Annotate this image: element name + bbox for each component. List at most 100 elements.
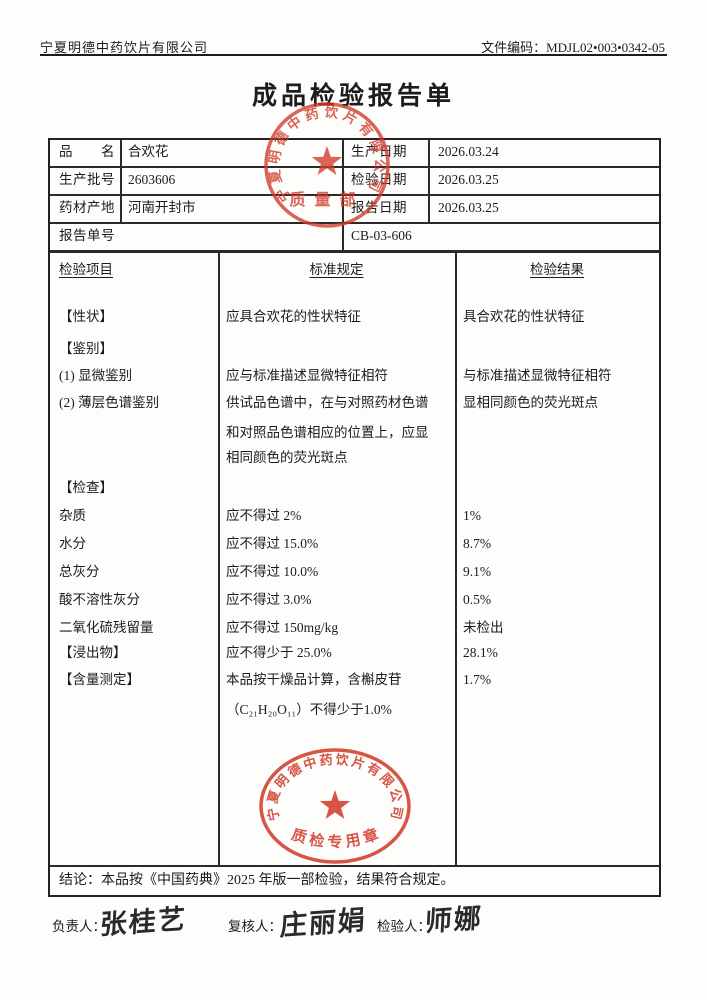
main-table-line: 【鉴别】: [50, 339, 659, 359]
responsible-label: 负责人：: [52, 919, 106, 934]
main-table-cell-c3: 1%: [463, 508, 481, 523]
conclusion-text: 结论：本品按《中国药典》2025 年版一部检验，结果符合规定。: [59, 873, 455, 888]
main-table-line: （C₂₁H₂₀O₁₁）不得少于1.0%: [50, 700, 659, 720]
main-table-cell-c3: [463, 448, 655, 468]
main-table-cell-c3: 0.5%: [463, 592, 492, 607]
main-table-line: 杂质 应不得过 2% 1%: [50, 506, 659, 526]
main-table-line: 【含量测定】 本品按干燥品计算，含槲皮苷 1.7%: [50, 670, 659, 690]
main-table-cell-c3: [463, 423, 655, 443]
main-table-line: 【浸出物】 应不得少于 25.0% 28.1%: [50, 643, 659, 663]
page-title: 成品检验报告单: [251, 83, 455, 110]
field-value-origin: 河南开封市: [128, 200, 196, 215]
main-table-cell-c3: 8.7%: [463, 536, 492, 551]
main-table-cell-c1: 杂质: [59, 508, 86, 523]
col-header-item: 检验项目: [59, 262, 113, 277]
main-table-cell-c3: 28.1%: [463, 645, 498, 660]
row-divider: [50, 222, 659, 224]
main-table-cell-c1: [59, 423, 214, 443]
main-table-cell-c2: [226, 478, 452, 498]
main-table-cell-c2: [226, 339, 452, 359]
main-table-cell-c1: 【鉴别】: [59, 341, 113, 356]
main-table-cell-c2: 应不得过 10.0%: [226, 564, 319, 579]
responsible-signature: 张桂艺: [99, 903, 188, 941]
main-table-cell-c3: [463, 339, 655, 359]
conclusion-divider: [50, 865, 659, 867]
main-table-cell-c2: 应不得过 15.0%: [226, 536, 319, 551]
main-table-cell-c2: 本品按干燥品计算，含槲皮苷: [226, 672, 402, 687]
main-table-cell-c1: [59, 700, 214, 720]
main-table-cell-c3: 9.1%: [463, 564, 492, 579]
row-divider: [50, 194, 659, 196]
main-table-line: 【性状】 应具合欢花的性状特征 具合欢花的性状特征: [50, 307, 659, 327]
main-table-cell-c2: 应与标准描述显微特征相符: [226, 368, 388, 383]
main-table-cell-c2: 供试品色谱中，在与对照药材色谱: [226, 395, 429, 410]
field-label-batch: 生产批号: [59, 172, 115, 187]
col-divider: [218, 252, 220, 865]
main-table-cell-c2: 应具合欢花的性状特征: [226, 309, 361, 324]
main-table-cell-c3: 显相同颜色的荧光斑点: [463, 395, 598, 410]
field-value-test-date: 2026.03.25: [438, 172, 499, 187]
main-table-cell-c2: 应不得过 3.0%: [226, 592, 312, 607]
field-label-origin: 药材产地: [59, 200, 115, 215]
col-divider: [428, 140, 430, 222]
main-table-cell-c2: 应不得过 2%: [226, 508, 302, 523]
reviewer-signature: 庄丽娟: [279, 904, 368, 942]
col-divider: [342, 140, 344, 250]
field-value-report-no: CB-03-606: [351, 228, 412, 243]
header-rule: [40, 54, 667, 56]
main-table-cell-c3: 1.7%: [463, 672, 492, 687]
main-table-cell-c1: 【检查】: [59, 480, 113, 495]
main-table-line: (1) 显微鉴别 应与标准描述显微特征相符 与标准描述显微特征相符: [50, 366, 659, 386]
inspector-signature: 师娜: [424, 902, 484, 938]
field-value-report-date: 2026.03.25: [438, 200, 499, 215]
main-table-body: 【性状】 应具合欢花的性状特征 具合欢花的性状特征【鉴别】 (1) 显微鉴别 应与标准描…: [50, 250, 659, 865]
main-table-cell-c1: 【含量测定】: [59, 672, 140, 687]
main-table-cell-c3: [463, 700, 655, 720]
col-divider: [120, 140, 122, 222]
col-header-result: 检验结果: [530, 262, 584, 277]
section-divider: [50, 250, 659, 253]
main-table-cell-c1: (1) 显微鉴别: [59, 368, 133, 383]
row-divider: [50, 166, 659, 168]
main-table-line: 水分 应不得过 15.0% 8.7%: [50, 534, 659, 554]
main-table-cell-c2: 应不得过 150mg/kg: [226, 620, 339, 635]
main-table-cell-c1: 水分: [59, 536, 86, 551]
field-label-test-date: 检验日期: [351, 172, 407, 187]
field-value-product: 合欢花: [128, 144, 169, 159]
field-label-report-date: 报告日期: [351, 200, 407, 215]
main-table-cell-c1: 酸不溶性灰分: [59, 592, 140, 607]
col-divider: [455, 252, 457, 865]
main-table-cell-c3: 与标准描述显微特征相符: [463, 368, 612, 383]
report-table: 品 名 合欢花 生产日期 2026.03.24 生产批号 2603606 检验日…: [48, 138, 661, 897]
inspector-label: 检验人：: [377, 919, 431, 934]
main-table-cell-c1: (2) 薄层色谱鉴别: [59, 395, 160, 410]
field-value-prod-date: 2026.03.24: [438, 144, 499, 159]
main-table-cell-c3: [463, 478, 655, 498]
main-table-cell-c3: 未检出: [463, 620, 504, 635]
main-table-line: 总灰分 应不得过 10.0% 9.1%: [50, 562, 659, 582]
field-label-report-no: 报告单号: [59, 228, 115, 243]
main-table-cell-c2: 和对照品色谱相应的位置上，应显: [226, 425, 429, 440]
main-table-cell-c2: （C₂₁H₂₀O₁₁）不得少于1.0%: [226, 702, 392, 717]
reviewer-label: 复核人：: [228, 919, 282, 934]
main-table-line: 相同颜色的荧光斑点: [50, 448, 659, 468]
field-value-batch: 2603606: [128, 172, 176, 187]
main-table-cell-c1: [59, 448, 214, 468]
main-table-line: 酸不溶性灰分 应不得过 3.0% 0.5%: [50, 590, 659, 610]
main-table-line: 和对照品色谱相应的位置上，应显: [50, 423, 659, 443]
field-label-product: 品 名: [59, 144, 115, 159]
company-name: 宁夏明德中药饮片有限公司: [40, 40, 209, 55]
main-table-line: (2) 薄层色谱鉴别 供试品色谱中，在与对照药材色谱 显相同颜色的荧光斑点: [50, 393, 659, 413]
main-table-cell-c3: 具合欢花的性状特征: [463, 309, 585, 324]
main-table-cell-c2: 相同颜色的荧光斑点: [226, 450, 348, 465]
col-header-standard: 标准规定: [309, 262, 364, 277]
main-table-cell-c1: 二氧化硫残留量: [59, 620, 154, 635]
main-table-cell-c1: 【性状】: [59, 309, 113, 324]
main-table-line: 二氧化硫残留量 应不得过 150mg/kg 未检出: [50, 618, 659, 638]
main-table-cell-c2: 应不得少于 25.0%: [226, 645, 332, 660]
main-table-cell-c1: 【浸出物】: [59, 645, 127, 660]
main-table-line: 【检查】: [50, 478, 659, 498]
field-label-prod-date: 生产日期: [351, 144, 407, 159]
main-table-cell-c1: 总灰分: [59, 564, 100, 579]
